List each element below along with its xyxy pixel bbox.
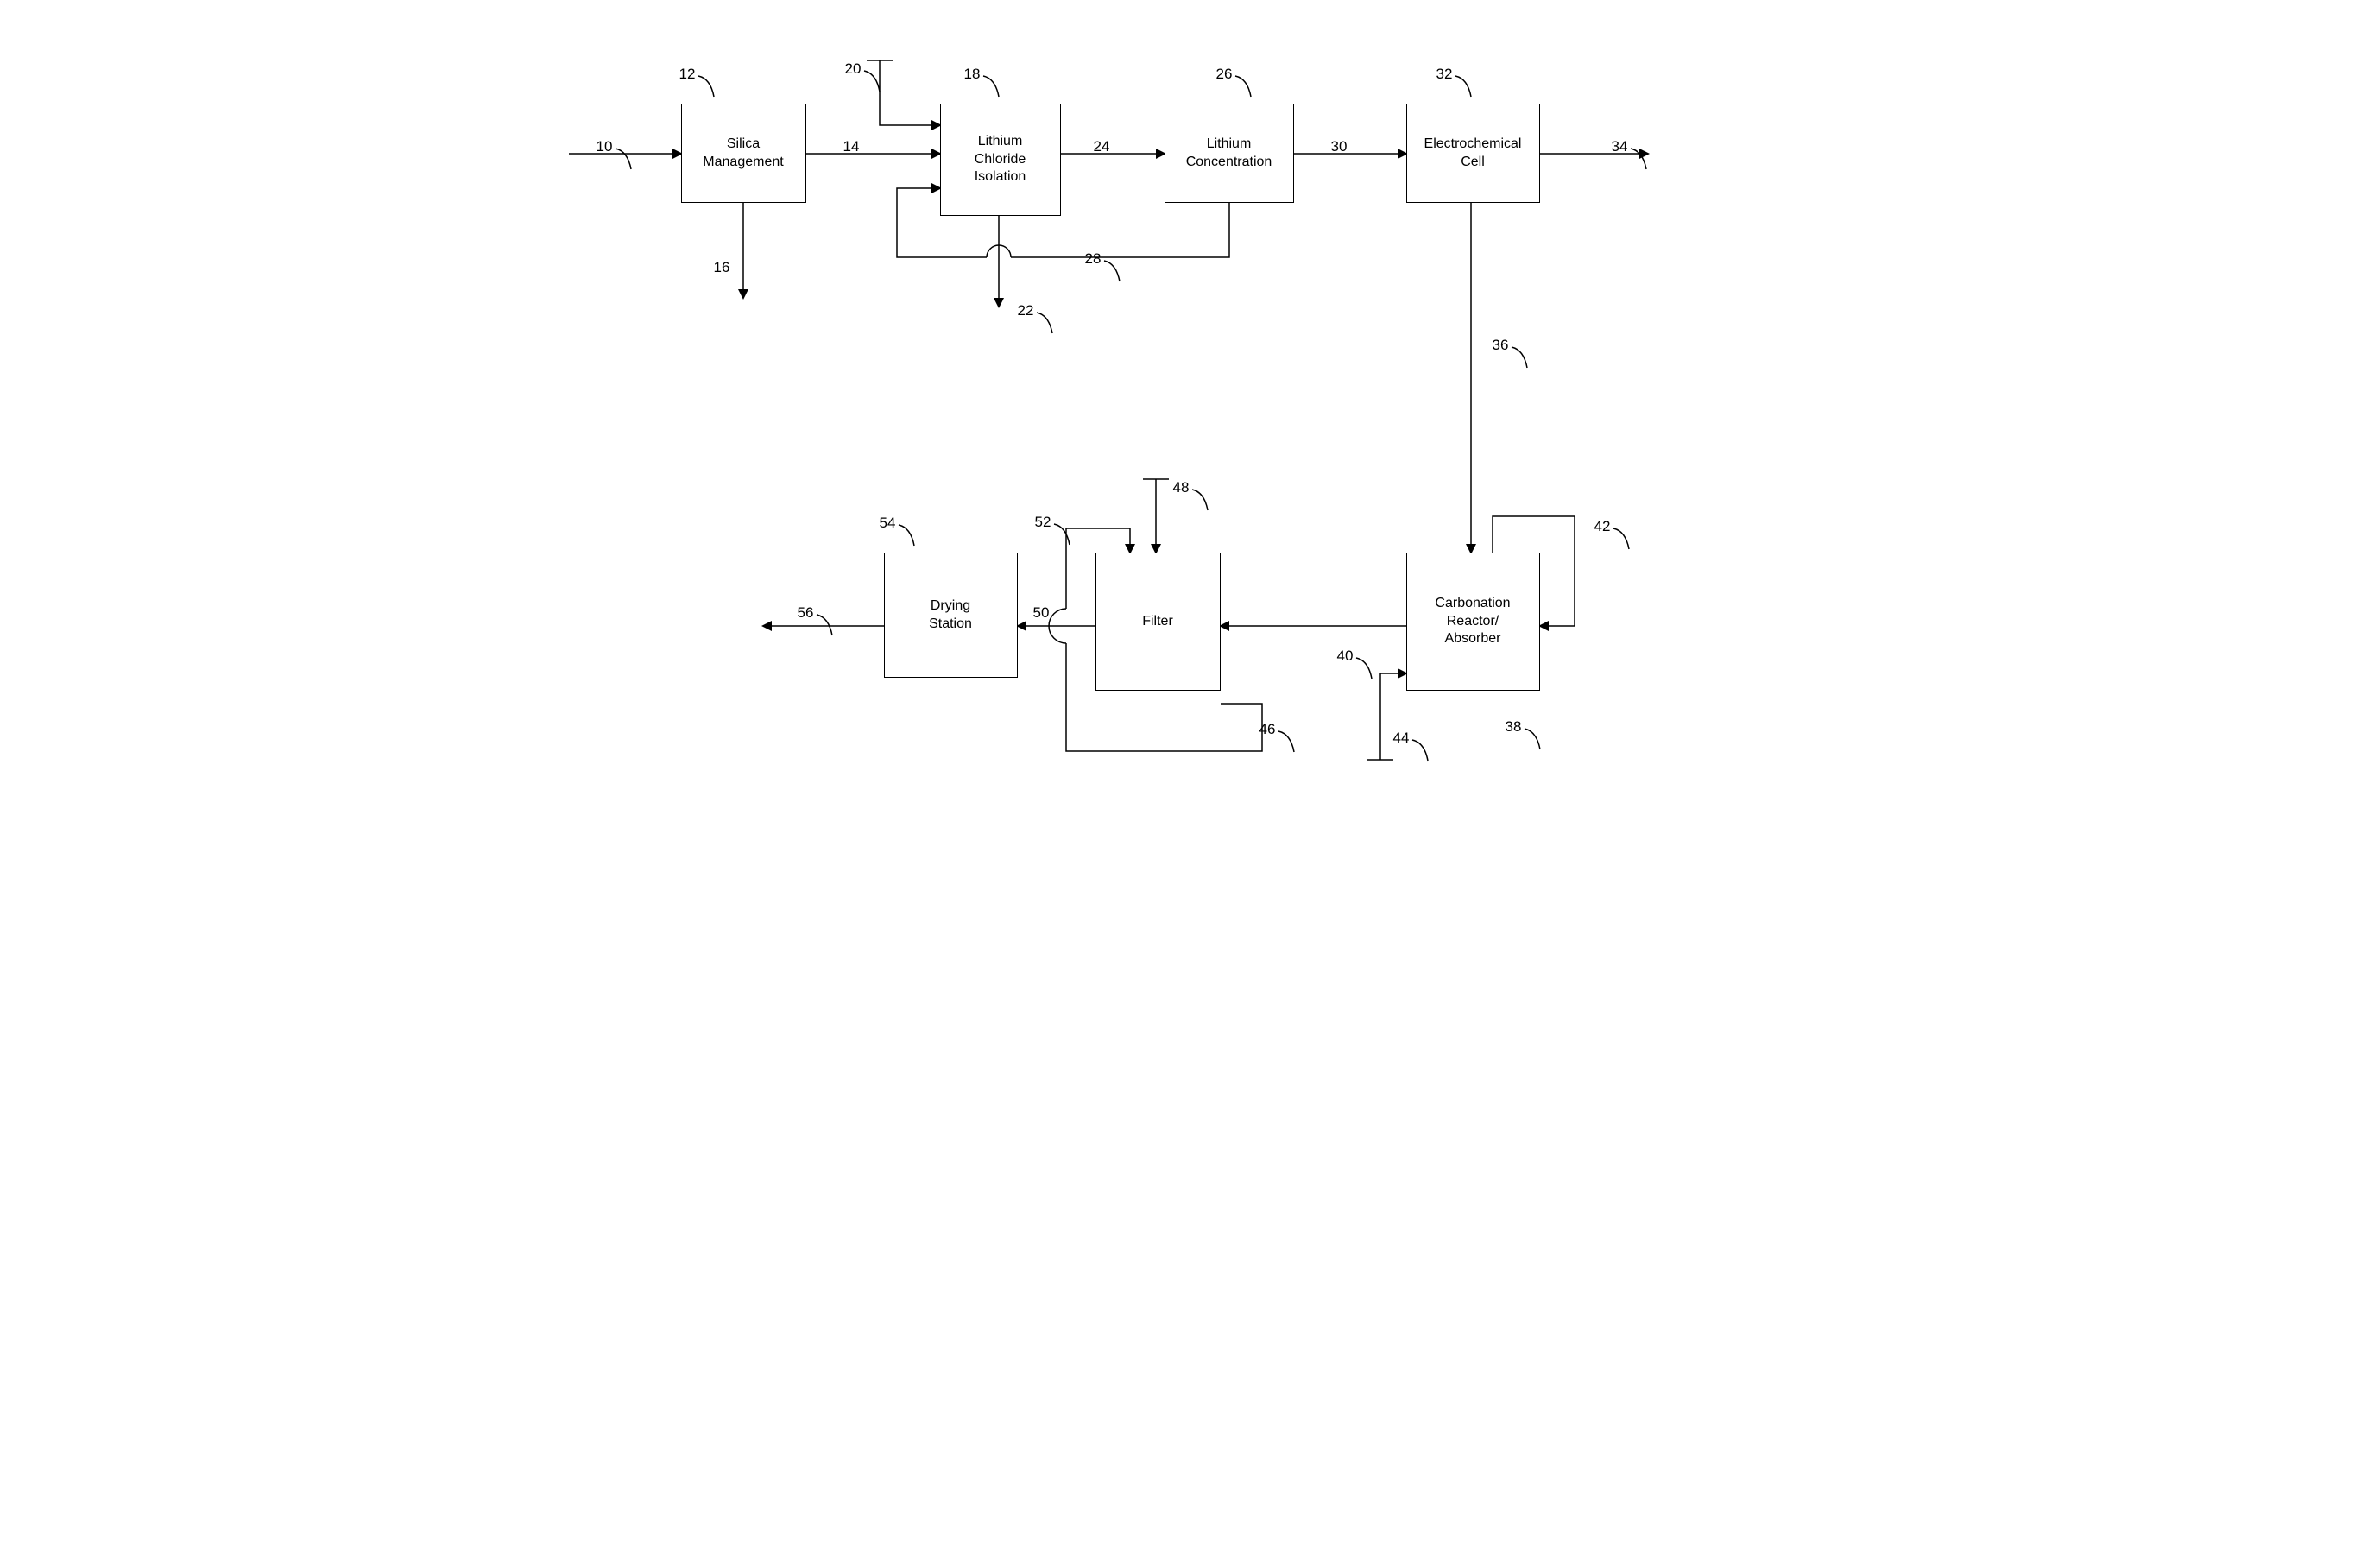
- ref-40: 40: [1337, 648, 1354, 665]
- ref-28: 28: [1085, 250, 1102, 268]
- node-n38: CarbonationReactor/Absorber: [1406, 553, 1540, 691]
- ref-16: 16: [714, 259, 730, 276]
- node-n12: SilicaManagement: [681, 104, 806, 203]
- ref-56: 56: [798, 604, 814, 622]
- ref-42: 42: [1594, 518, 1611, 535]
- ref-36: 36: [1493, 337, 1509, 354]
- ref-54: 54: [880, 515, 896, 532]
- ref-38: 38: [1506, 718, 1522, 736]
- ref-52: 52: [1035, 514, 1051, 531]
- node-n46: Filter: [1095, 553, 1221, 691]
- node-n54: DryingStation: [884, 553, 1018, 678]
- ref-22: 22: [1018, 302, 1034, 319]
- ref-18: 18: [964, 66, 981, 83]
- ref-10: 10: [597, 138, 613, 155]
- edge-e44: [1380, 673, 1406, 760]
- ref-20: 20: [845, 60, 862, 78]
- edge-jump28: [987, 245, 1011, 257]
- ref-32: 32: [1436, 66, 1453, 83]
- ref-30: 30: [1331, 138, 1348, 155]
- edge-e20: [880, 60, 940, 125]
- ref-34: 34: [1612, 138, 1628, 155]
- ref-24: 24: [1094, 138, 1110, 155]
- ref-50: 50: [1033, 604, 1050, 622]
- ref-14: 14: [843, 138, 860, 155]
- ref-46: 46: [1259, 721, 1276, 738]
- node-n32: ElectrochemicalCell: [1406, 104, 1540, 203]
- ref-12: 12: [679, 66, 696, 83]
- node-n26: LithiumConcentration: [1165, 104, 1294, 203]
- node-n18: LithiumChlorideIsolation: [940, 104, 1061, 216]
- ref-48: 48: [1173, 479, 1190, 496]
- ref-44: 44: [1393, 730, 1410, 747]
- edge-jump52: [1049, 609, 1066, 643]
- flowchart-canvas: SilicaManagement LithiumChlorideIsolation…: [543, 0, 1838, 863]
- ref-26: 26: [1216, 66, 1233, 83]
